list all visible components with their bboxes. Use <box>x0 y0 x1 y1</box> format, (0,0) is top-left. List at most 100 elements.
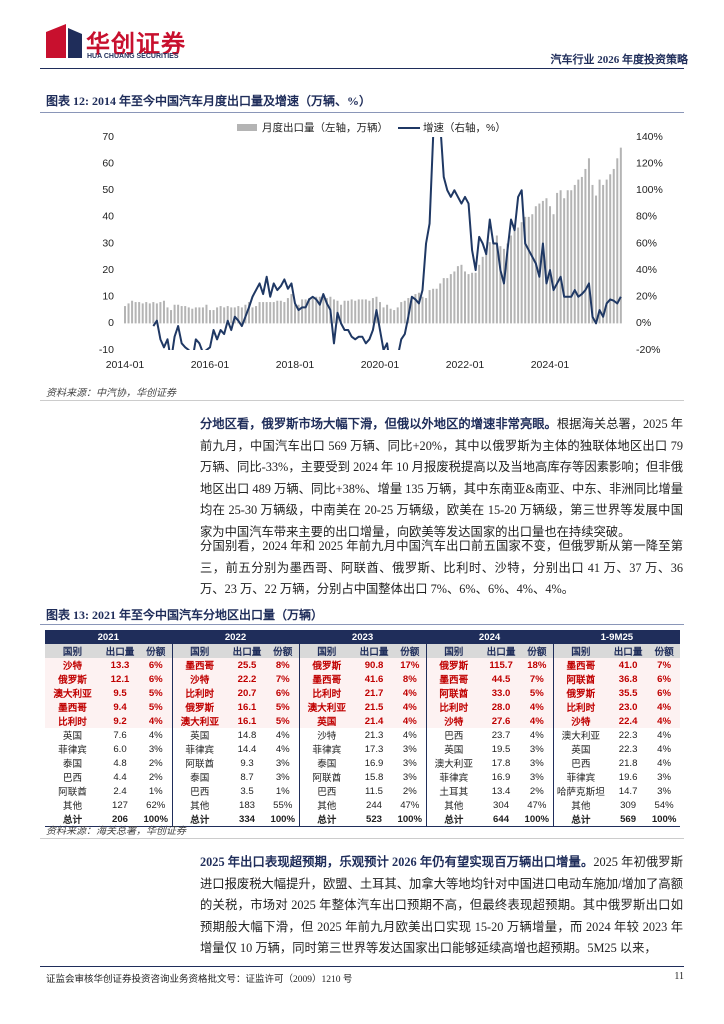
table-cell: 墨西哥 <box>45 700 100 714</box>
bar <box>294 304 296 324</box>
bar <box>279 300 282 324</box>
table-cell: 4.8 <box>113 757 127 769</box>
group-header: 2023 <box>298 630 427 644</box>
x-tick-label: 2020-01 <box>361 359 400 371</box>
bar <box>449 274 452 324</box>
bar <box>159 302 162 324</box>
bar <box>237 306 240 324</box>
logo-mark <box>46 24 82 58</box>
table-cell: 3% <box>529 757 544 769</box>
source-note: 资料来源：中汽协，华创证券 <box>46 388 176 399</box>
text: 根据海关总署，2025 年前九月，中国汽车出口 569 万辆、同比+20%，其中… <box>200 417 683 539</box>
table-cell: 5% <box>140 700 172 714</box>
table-cell: 100% <box>394 812 427 827</box>
table-cell: 4% <box>521 700 554 714</box>
bar <box>371 298 374 324</box>
table-cell: 33.0 <box>481 686 522 700</box>
y2-tick-label: 140% <box>636 131 663 143</box>
table-cell: 17.3 <box>364 743 384 755</box>
table-cell: 6% <box>648 672 681 686</box>
table-cell: 21.3 <box>364 729 384 741</box>
group-header: 2022 <box>171 630 300 644</box>
table-cell: 巴西 <box>62 773 83 784</box>
table-cell: 1% <box>275 785 290 797</box>
bar <box>517 227 520 324</box>
table-cell: 16.1 <box>227 700 267 714</box>
y-tick-label: 60 <box>102 157 114 169</box>
table-cell: 3% <box>529 743 544 755</box>
bar <box>301 299 304 324</box>
bar <box>485 254 488 324</box>
y-tick-label: 0 <box>108 317 114 329</box>
table-cell: 11.5 <box>365 785 384 797</box>
bar <box>184 306 187 324</box>
table-row: 巴西 4.4 2% 泰国 8.7 3% 阿联酋 15.8 3% 菲律宾 16.9 3% 菲律宾 19.6 3… <box>45 770 680 784</box>
table-cell: 总计 <box>298 812 355 827</box>
table-cell: 16.9 <box>491 771 511 783</box>
bar <box>570 190 573 324</box>
table-cell: 6% <box>140 672 172 686</box>
table-cell: 100% <box>140 812 172 827</box>
bar <box>549 206 551 324</box>
table-cell: 62% <box>146 799 166 811</box>
table-cell: 比利时 <box>171 686 227 700</box>
lead: 2025 年出口表现超预期，乐观预计 2026 年仍有望实现百万辆出口增量。 <box>200 855 594 869</box>
table-cell: 其他 <box>171 798 227 812</box>
table-cell: 36.8 <box>608 672 649 686</box>
table-row: 俄罗斯 12.1 6% 沙特 22.2 7% 墨西哥 41.6 8% 墨西哥 44.5 7% 阿联酋 36… <box>45 672 681 686</box>
bar <box>492 242 495 324</box>
bar <box>612 168 615 324</box>
table-cell: 2% <box>148 771 163 783</box>
table-cell: 21.4 <box>354 714 395 728</box>
bar <box>598 179 601 324</box>
y2-tick-label: 40% <box>636 264 657 276</box>
y-tick-label: 50 <box>102 184 114 196</box>
column-header: 出口量 <box>354 644 395 658</box>
bar <box>563 198 566 324</box>
bar <box>506 243 509 324</box>
bar <box>386 304 389 324</box>
y-tick-label: 40 <box>102 211 114 223</box>
table-cell: 35.5 <box>608 686 649 700</box>
table-cell: 4% <box>402 729 417 741</box>
table-cell: 阿联酋 <box>298 770 355 784</box>
table-cell: 5% <box>521 686 554 700</box>
table-cell: 3% <box>275 757 290 769</box>
bar <box>616 158 619 324</box>
line <box>152 137 622 350</box>
table-cell: 27.6 <box>481 714 522 728</box>
table-cell: 16.9 <box>364 757 384 769</box>
bar <box>219 306 222 324</box>
table-cell: 21.8 <box>618 757 638 769</box>
legend-label: 月度出口量（左轴，万辆） <box>262 121 388 134</box>
y-tick-label: 70 <box>102 131 114 143</box>
table-cell: 俄罗斯 <box>425 658 482 672</box>
table-cell: 47% <box>400 799 420 811</box>
table-cell: 其他 <box>62 801 83 812</box>
figure-caption: 图表 12: 2014 年至今中国汽车月度出口量及增速（万辆、%） <box>46 94 371 108</box>
bar <box>325 298 328 324</box>
bar <box>177 304 180 324</box>
bar <box>471 272 474 324</box>
bar <box>524 216 527 324</box>
table-cell: 6% <box>648 686 681 700</box>
bar <box>591 184 594 324</box>
column-header: 出口量 <box>608 644 649 658</box>
table: 2021 2022 2023 2024 1-9M25 国别 出口量 份额 国别 出口量 份额 国别 出口… <box>45 630 681 827</box>
y2-tick-label: 100% <box>636 184 663 196</box>
table-cell: 19.5 <box>491 743 511 755</box>
bar <box>138 302 141 324</box>
bar <box>286 298 289 324</box>
bar <box>131 300 134 324</box>
table-cell: 英国 <box>62 731 83 742</box>
table-cell: 19.6 <box>618 771 638 783</box>
bar <box>502 248 505 324</box>
table-cell: 俄罗斯 <box>45 672 100 686</box>
bar <box>580 176 583 324</box>
bar <box>531 214 534 324</box>
header-rule <box>40 68 684 69</box>
table-row: 菲律宾 6.0 3% 菲律宾 14.4 4% 菲律宾 17.3 3% 英国 19.5 3% 英国 22.3… <box>45 742 680 756</box>
bar <box>566 190 569 324</box>
table-cell: 12.1 <box>100 672 140 686</box>
bar <box>510 235 513 324</box>
